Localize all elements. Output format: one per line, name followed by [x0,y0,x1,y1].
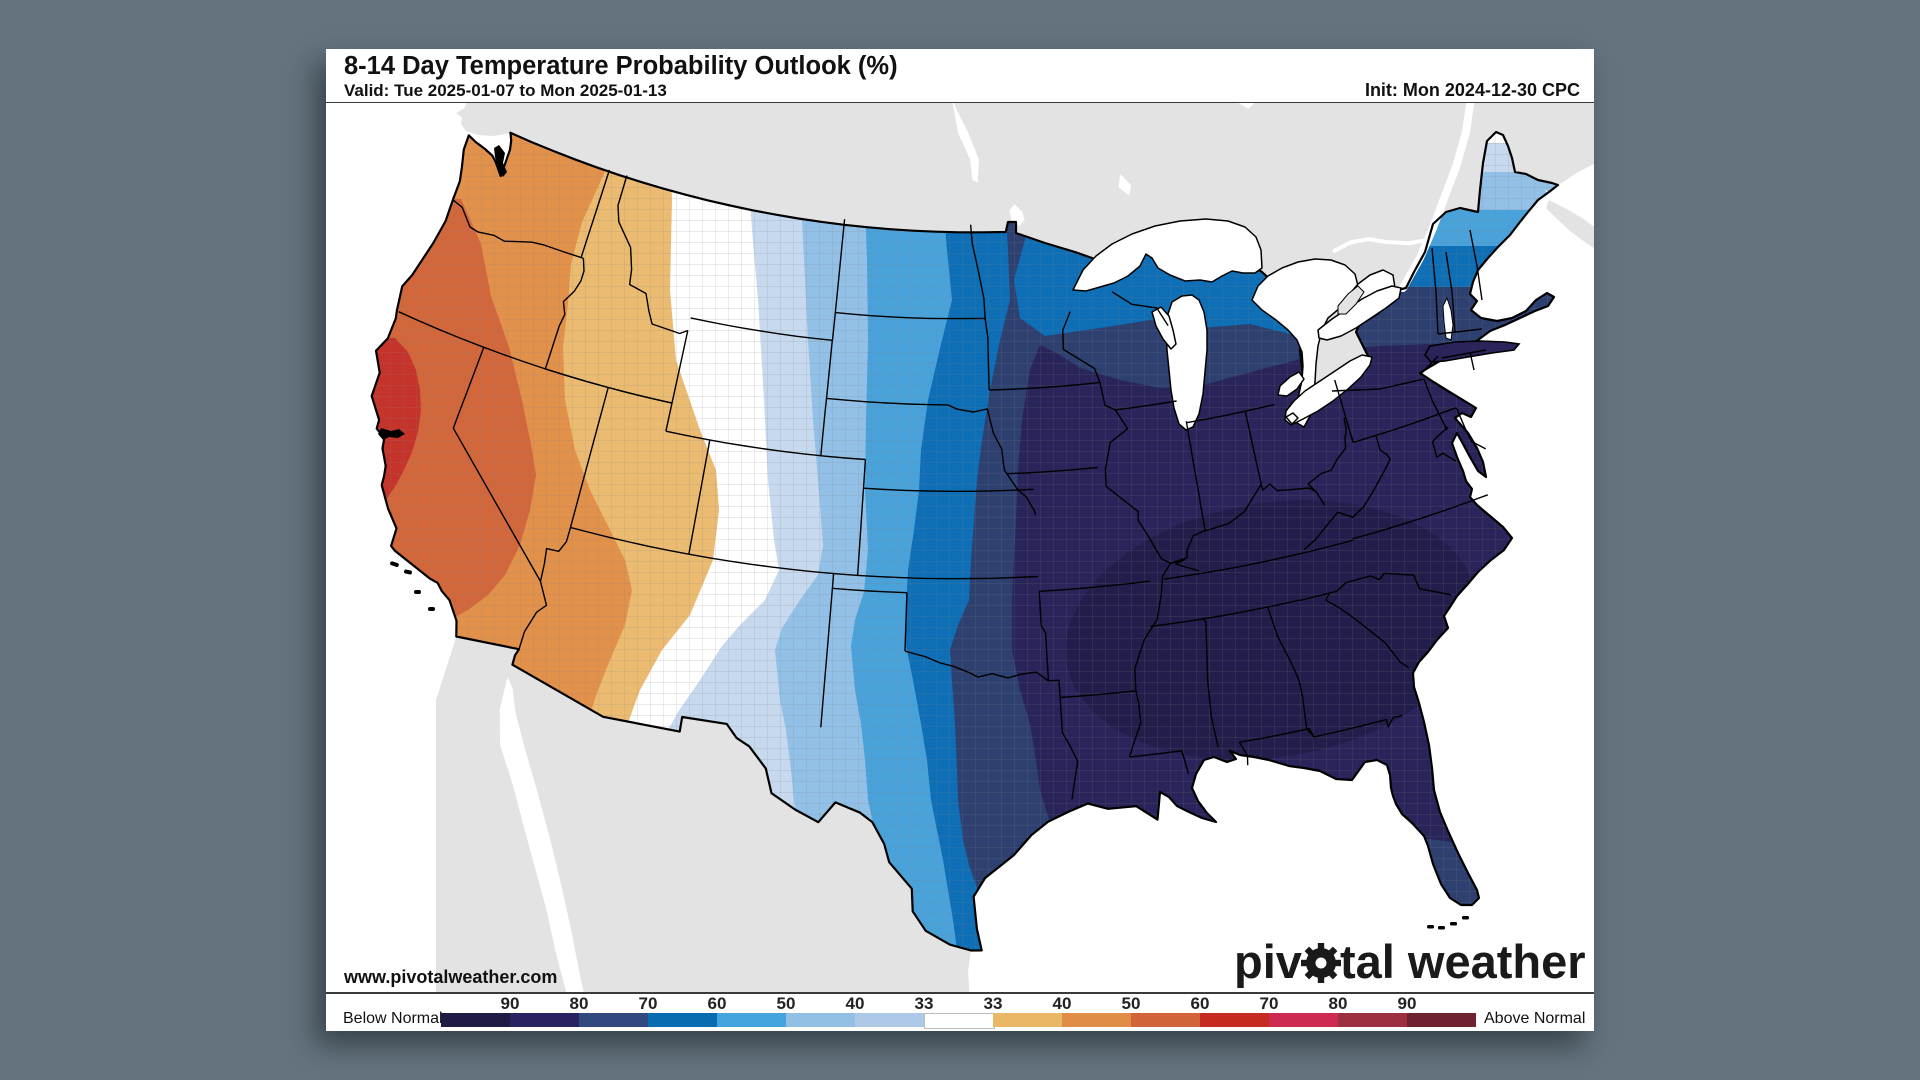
svg-text:tal weather: tal weather [1340,936,1586,988]
svg-text:piv: piv [1234,936,1302,988]
